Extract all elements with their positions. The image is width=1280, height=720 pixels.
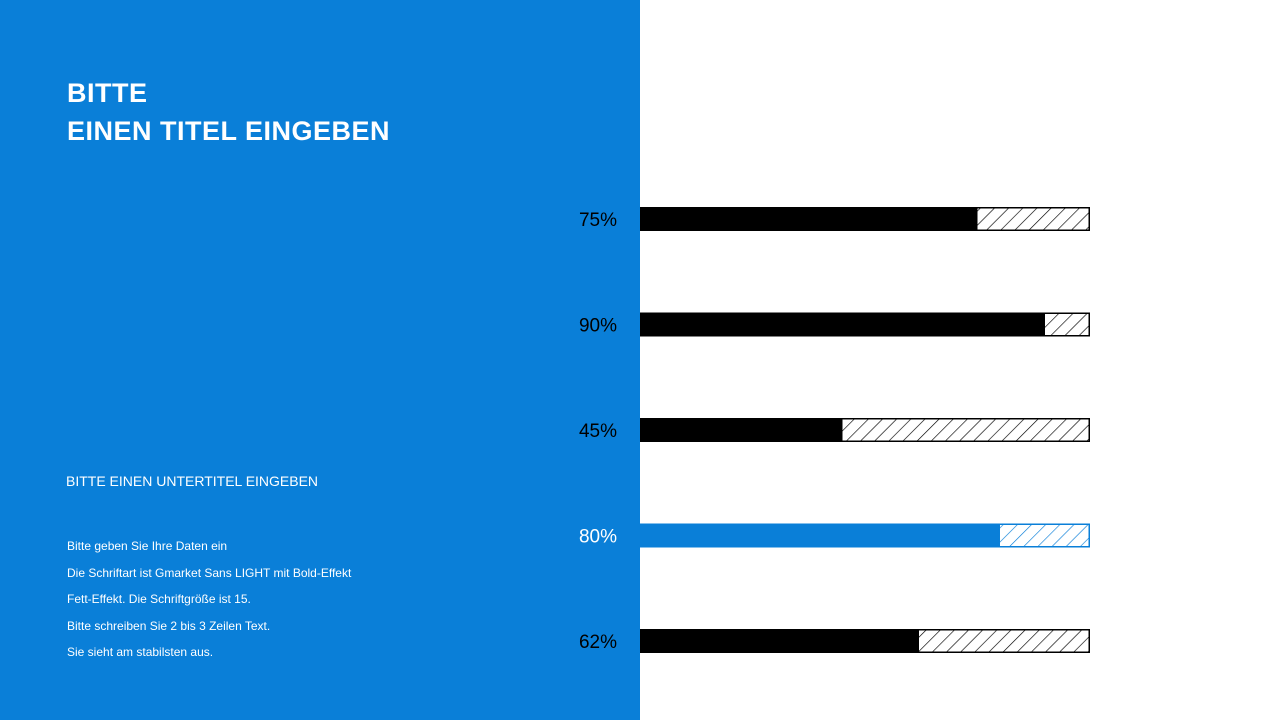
bar-row: 90% [579,312,1090,337]
value-label: 45% [579,421,617,442]
bar-remainder [842,418,1090,442]
value-label: 90% [579,316,617,337]
value-label: 80% [579,527,617,548]
bar-row: 62% [579,629,1090,653]
bar-fill [640,418,843,442]
body-line: Fett-Effekt. Die Schriftgröße ist 15. [67,592,251,607]
slide-title-line-2: EINEN TITEL EINGEBEN [67,116,391,146]
bar-fill [640,523,1000,548]
body-line: Bitte schreiben Sie 2 bis 3 Zeilen Text. [67,618,271,633]
bar-remainder [1000,523,1090,548]
body-text: Bitte geben Sie Ihre Daten ein Die Schri… [67,533,351,666]
bar-fill [640,629,919,653]
bar-row: 75% [579,207,1090,231]
bar-track-outline [640,629,1090,653]
body-line: Bitte geben Sie Ihre Daten ein [67,539,228,553]
bar-track-outline [640,207,1090,231]
bar-remainder [1045,312,1090,337]
body-line: Sie sieht am stabilsten aus. [67,645,214,660]
bar-remainder [919,629,1090,653]
bar-track-outline [640,418,1090,442]
bar-remainder [977,207,1090,231]
slide-title-line-1: BITTE [67,78,148,108]
bar-fill [640,207,978,231]
bar-row: 80% [579,523,1090,548]
body-line: Die Schriftart ist Gmarket Sans LIGHT mi… [67,565,352,580]
left-panel: BITTE EINEN TITEL EINGEBEN BITTE EINEN U… [0,0,640,720]
bar-fill [640,312,1045,337]
value-label: 75% [579,210,617,231]
bar-track-outline [640,312,1090,337]
slide-subtitle: BITTE EINEN UNTERTITEL EINGEBEN [66,473,319,489]
bar-row: 45% [579,418,1090,442]
value-label: 62% [579,632,617,653]
slide-title: BITTE EINEN TITEL EINGEBEN [67,74,390,150]
bar-track-outline [640,523,1090,548]
